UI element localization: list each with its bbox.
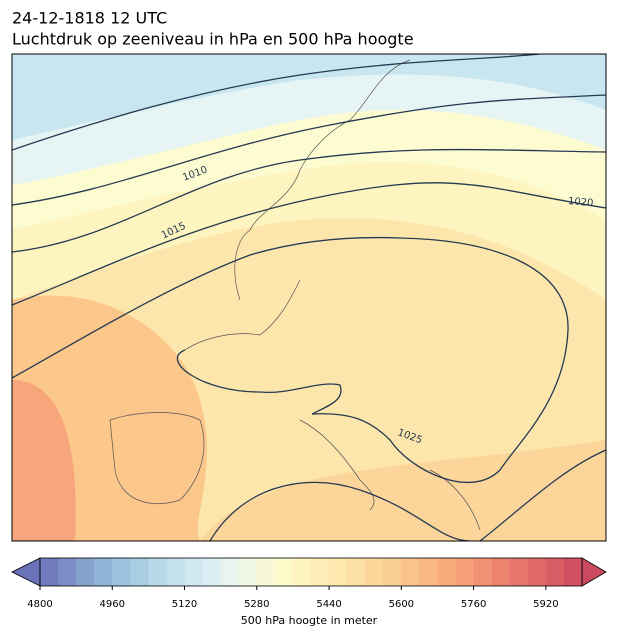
colorbar-extend-high [581,557,607,587]
colorbar-segment [130,558,149,586]
isobar [12,236,569,484]
colorbar-tick-label: 5120 [172,599,197,610]
colorbar-segment [148,558,167,586]
isobar [12,94,606,206]
colorbar-segment [311,558,330,586]
colorbar-tick-label: 4800 [27,599,52,610]
colorbar-segment [563,558,583,586]
colorbar-segment [419,558,438,586]
colorbar-segment [220,558,240,586]
colorbar-tick-label: 5280 [244,599,269,610]
coastlines [109,59,481,531]
colorbar-segment [347,558,366,586]
colorbar-segment [112,558,131,586]
isobar [479,449,606,541]
map-frame [11,53,607,542]
colorbar-segment [274,558,294,586]
colorbar-segment [202,558,222,586]
colorbar-tick-label: 5760 [461,599,486,610]
colorbar-segment [292,558,312,586]
colorbar-segment [166,558,186,586]
colorbar-segment [401,558,420,586]
colorbar-segment [491,558,511,586]
isobar [12,54,541,151]
colorbar-segment [256,558,276,586]
colorbar-segment [40,558,59,586]
colorbar-segment [238,558,258,586]
colorbar-tick-label: 5440 [316,599,341,610]
map-title: Luchtdruk op zeeniveau in hPa en 500 hPa… [12,30,414,49]
colorbar-tick-label: 5920 [533,599,558,610]
colorbar-extend-low [11,557,41,587]
colorbar-segment [58,558,77,586]
colorbar-segment [473,558,493,586]
date-title: 24-12-1818 12 UTC [12,9,167,28]
colorbar-segment [184,558,204,586]
colorbar-segment [365,558,384,586]
colorbar-segment [455,558,475,586]
colorbar-segment [545,558,565,586]
colorbar-tick-label: 5600 [389,599,414,610]
colorbar-label: 500 hPa hoogte in meter [241,614,378,627]
height-band [12,54,606,140]
colorbar-frame [39,557,583,587]
colorbar-segment [527,558,547,586]
isobar-label: 1020 [567,196,593,209]
colorbar-segment [509,558,529,586]
colorbar-tick-label: 4960 [100,599,125,610]
isobar [12,182,606,306]
colorbar-segment [383,558,402,586]
height-band [200,440,606,541]
colorbar-segment [94,558,113,586]
colorbar-segment [329,558,348,586]
isobar [12,148,606,253]
isobar [209,481,471,541]
colorbar: 4800 4960 5120 5280 5440 5600 5760 5920 [11,557,607,610]
map: 1010 1015 1020 1025 [12,54,606,541]
colorbar-segment [76,558,95,586]
height-band [12,380,76,541]
colorbar-segment [437,558,457,586]
